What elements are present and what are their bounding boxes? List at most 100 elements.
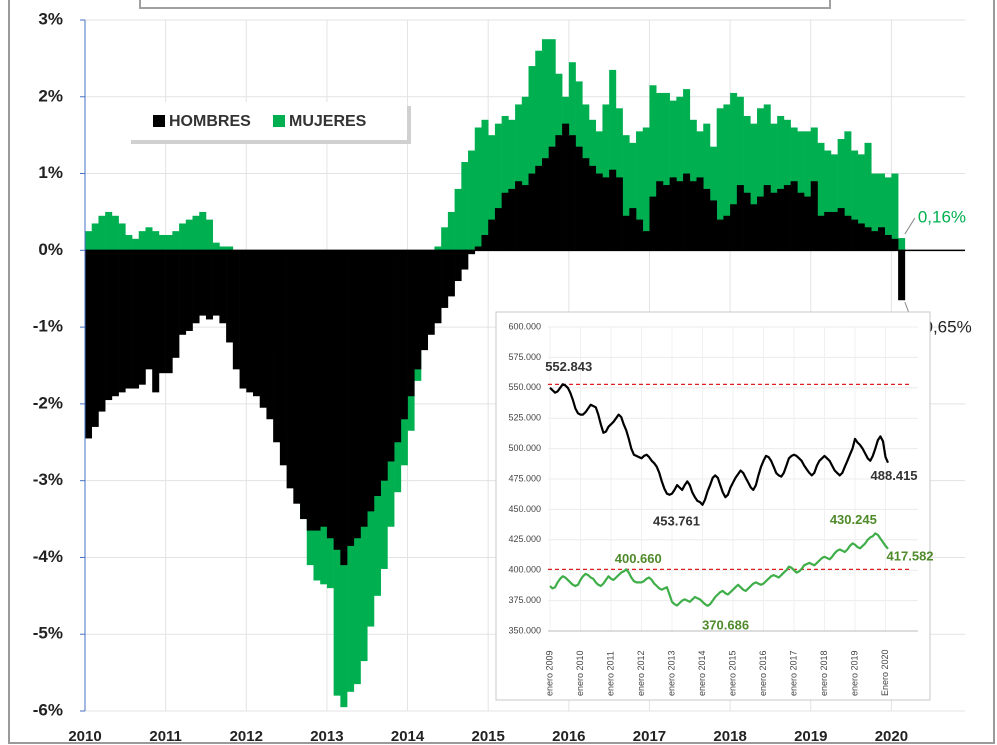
bar (212, 242, 220, 251)
bar (165, 250, 173, 374)
bar (132, 238, 140, 251)
bar (172, 231, 180, 251)
y-tick-label: 475.000 (508, 473, 541, 483)
bar (118, 250, 126, 393)
bar (871, 231, 879, 251)
bar (777, 115, 785, 251)
bar (595, 173, 603, 251)
bar (145, 250, 153, 370)
inset-box (495, 311, 931, 701)
bar (562, 123, 570, 251)
x-tick-label: enero 2015 (727, 650, 737, 696)
bar (481, 119, 489, 251)
bar (877, 227, 885, 251)
bar (830, 211, 838, 251)
y-tick-label: 425.000 (508, 534, 541, 544)
bar (683, 89, 691, 251)
bar (474, 246, 482, 251)
bar (709, 146, 717, 251)
x-tick-label: enero 2013 (666, 650, 676, 696)
data-label: 400.660 (615, 551, 662, 566)
bar (703, 123, 711, 251)
bar (501, 192, 509, 251)
bar (474, 127, 482, 251)
bar (736, 185, 744, 251)
bar (535, 165, 543, 251)
bar (676, 96, 684, 251)
bar (669, 100, 677, 251)
bar (508, 188, 516, 251)
bar (568, 135, 576, 251)
bar (219, 246, 227, 251)
bar (730, 204, 738, 251)
bar (515, 181, 523, 251)
bar (158, 250, 166, 374)
bar (757, 108, 765, 251)
bar (313, 250, 321, 531)
y-tick-label: 575.000 (508, 352, 541, 362)
y-tick-label: 3% (38, 9, 63, 28)
bar (622, 215, 630, 251)
bar (414, 250, 422, 370)
bar (898, 250, 906, 301)
bar (723, 104, 731, 251)
y-tick-label: -4% (33, 547, 63, 566)
bar (111, 250, 119, 397)
data-label: 453.761 (653, 513, 700, 528)
bar (629, 208, 637, 251)
legend: HOMBRES MUJERES (127, 102, 411, 144)
bar (877, 173, 885, 251)
x-tick-label: 2016 (552, 728, 585, 745)
bar (871, 173, 879, 251)
bar (857, 223, 865, 251)
bar (864, 142, 872, 251)
bar (716, 108, 724, 251)
x-tick-label: enero 2009 (544, 650, 554, 696)
bar (629, 142, 637, 251)
bar (683, 173, 691, 251)
y-tick-label: 1% (38, 163, 63, 182)
data-label: 552.843 (545, 359, 592, 374)
y-tick-label: 600.000 (508, 321, 541, 331)
legend-swatch (273, 115, 285, 127)
bar (851, 219, 859, 251)
bar (770, 192, 778, 251)
y-tick-label: 525.000 (508, 413, 541, 423)
x-tick-label: 2018 (713, 728, 746, 745)
bar (770, 123, 778, 251)
bar (407, 250, 415, 397)
legend-swatch (153, 115, 165, 127)
bar (259, 250, 267, 408)
bar (689, 181, 697, 251)
bar (763, 104, 771, 251)
bar (179, 223, 187, 251)
bar (582, 158, 590, 251)
x-tick-label: enero 2010 (575, 650, 585, 696)
bar (192, 250, 200, 324)
bar (709, 200, 717, 251)
bar (320, 250, 328, 527)
bar (421, 250, 429, 351)
bar (427, 250, 435, 335)
bar (602, 177, 610, 251)
bar (132, 250, 140, 389)
bar (246, 250, 254, 393)
y-tick-label: 450.000 (508, 504, 541, 514)
bar (481, 234, 489, 251)
y-tick-label: 350.000 (508, 625, 541, 635)
bar (447, 250, 455, 297)
bar (373, 250, 381, 497)
bar (649, 85, 657, 251)
bar (152, 250, 160, 393)
bar (521, 96, 529, 251)
bar (340, 250, 348, 566)
bar (642, 231, 650, 251)
bar (468, 250, 476, 255)
x-tick-label: enero 2012 (636, 650, 646, 696)
bar (461, 250, 469, 270)
x-tick-label: 2015 (472, 728, 505, 745)
bar (199, 250, 207, 316)
bar (851, 150, 859, 251)
bar (158, 234, 166, 251)
